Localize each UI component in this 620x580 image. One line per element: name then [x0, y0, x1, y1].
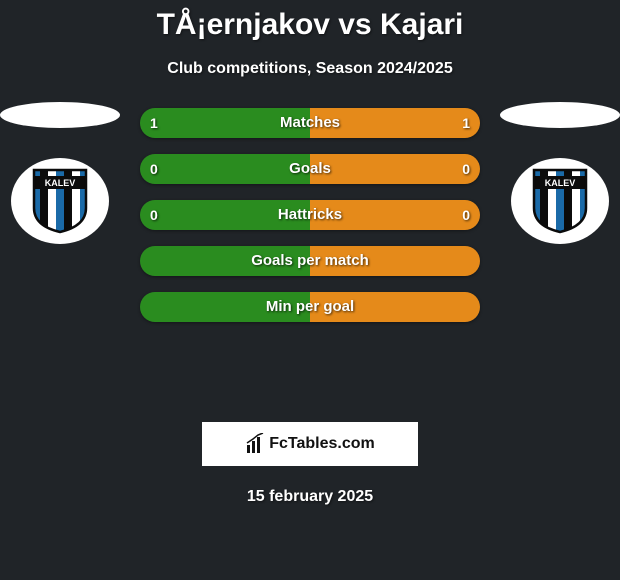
stat-value-left: 0 [150, 154, 158, 184]
stat-value-right: 0 [462, 154, 470, 184]
stat-value-left: 0 [150, 200, 158, 230]
subtitle: Club competitions, Season 2024/2025 [0, 60, 620, 78]
stat-value-left: 1 [150, 108, 158, 138]
stat-bars: Matches11Goals00Hattricks00Goals per mat… [140, 108, 480, 338]
club-badge-right: KALEV [511, 158, 609, 244]
attribution-badge: FcTables.com [202, 422, 418, 466]
player-right-placeholder [500, 102, 620, 128]
club-badge-left: KALEV [11, 158, 109, 244]
stat-row: Goals0 0 [140, 154, 480, 184]
stat-row: Goals per match [140, 246, 480, 276]
comparison-panel: KALEV [0, 108, 620, 408]
stat-value-right: 0 [462, 200, 470, 230]
stat-row: Hattricks0 0 [140, 200, 480, 230]
kalev-shield-icon: KALEV [532, 168, 588, 234]
stat-label: Goals [140, 154, 480, 184]
svg-text:KALEV: KALEV [545, 178, 576, 188]
stat-value-right: 1 [462, 108, 470, 138]
stat-label: Matches [140, 108, 480, 138]
player-left-placeholder [0, 102, 120, 128]
stat-label: Min per goal [140, 292, 480, 322]
date-text: 15 february 2025 [0, 488, 620, 506]
stat-label: Goals per match [140, 246, 480, 276]
stat-row: Min per goal [140, 292, 480, 322]
page-title: TÅ¡ernjakov vs Kajari [0, 0, 620, 42]
attribution-text: FcTables.com [269, 435, 375, 453]
chart-icon [245, 433, 267, 455]
player-left-column: KALEV [0, 102, 120, 244]
stat-label: Hattricks [140, 200, 480, 230]
kalev-shield-icon: KALEV [32, 168, 88, 234]
stat-row: Matches1 1 [140, 108, 480, 138]
svg-text:KALEV: KALEV [45, 178, 76, 188]
player-right-column: KALEV [500, 102, 620, 244]
